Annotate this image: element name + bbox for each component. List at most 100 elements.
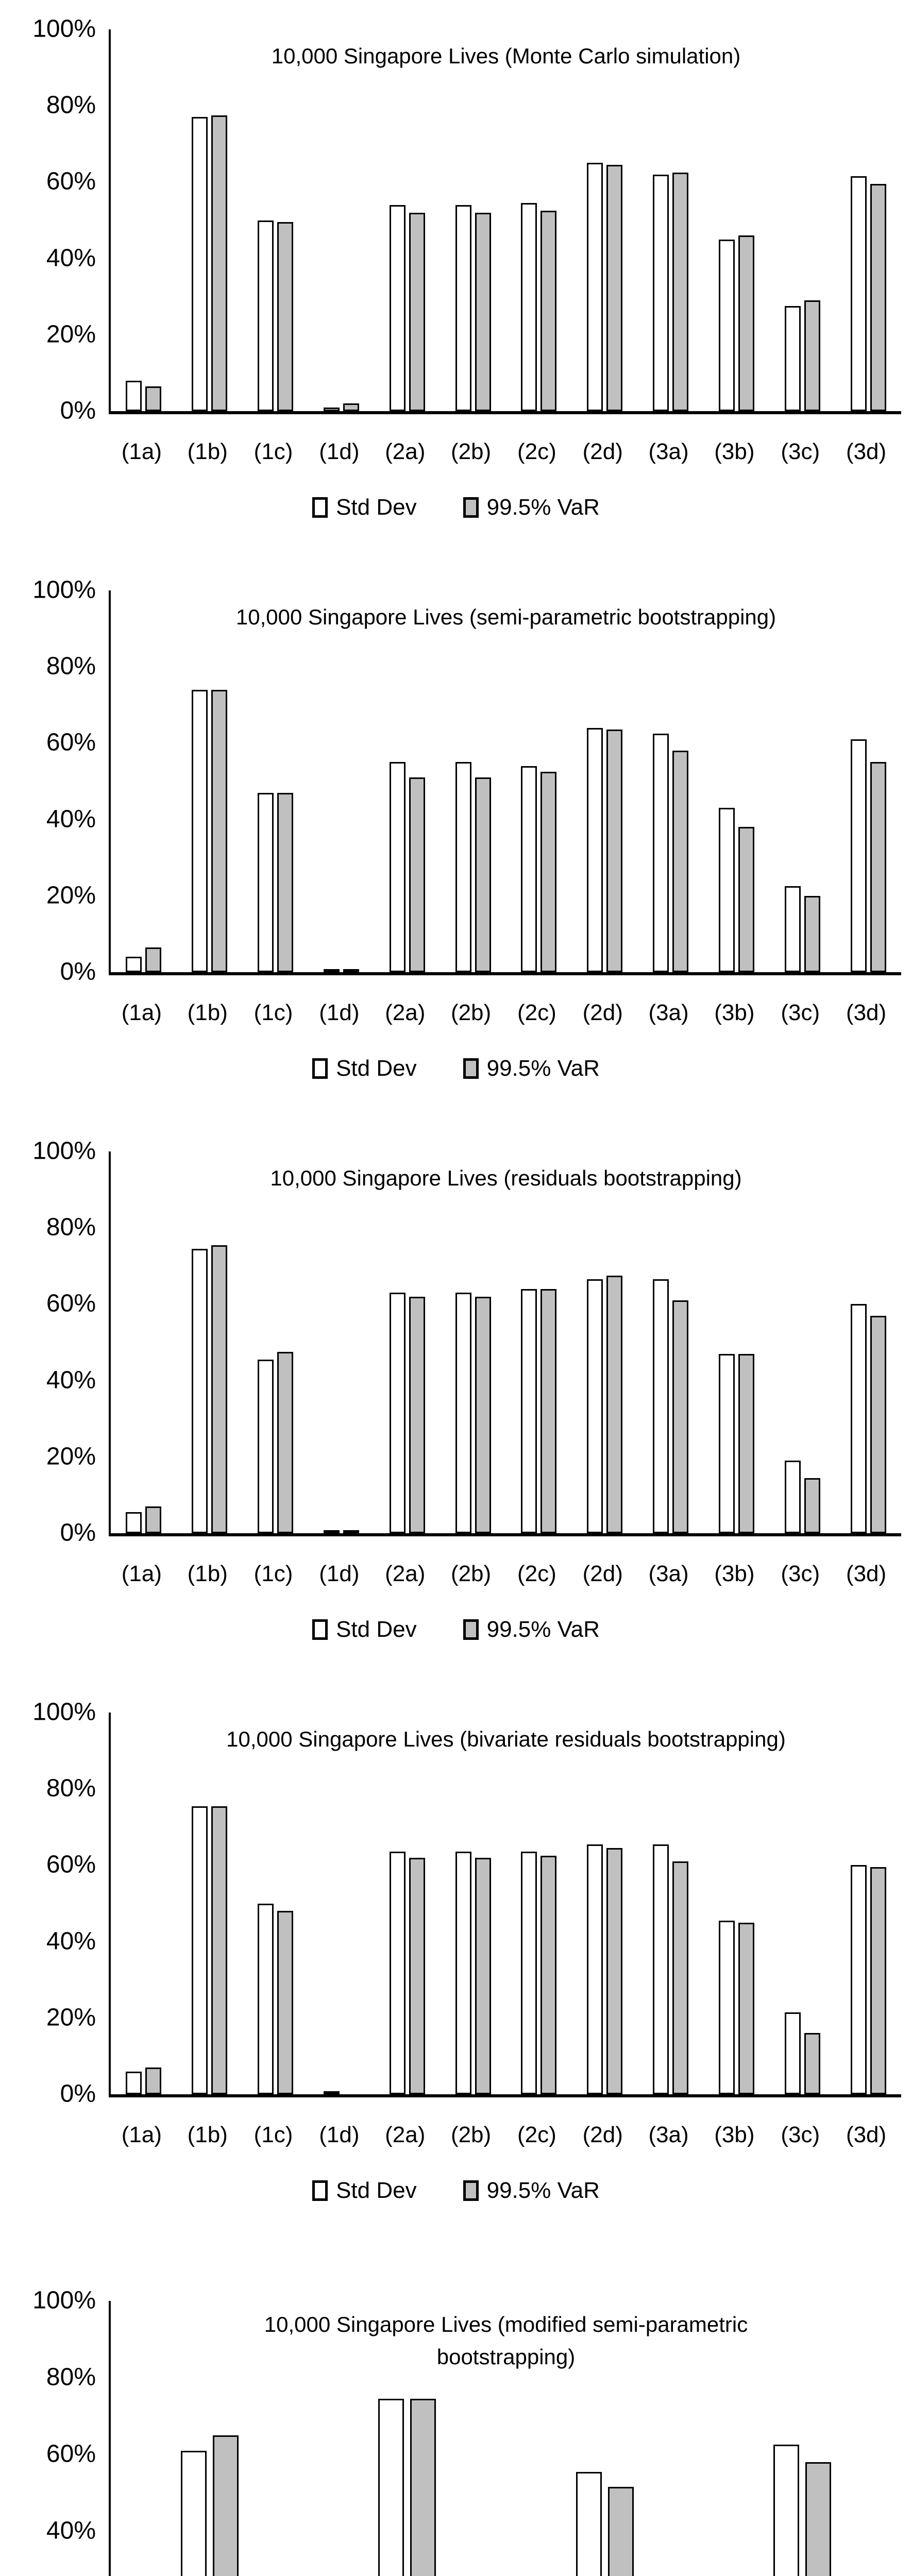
bar-std-dev	[653, 733, 669, 972]
bar-group-1a	[111, 947, 177, 972]
legend-item-std-dev: Std Dev	[312, 1056, 417, 1081]
x-axis-category-label: (3b)	[714, 1561, 755, 1586]
bar-group-3d	[835, 1304, 901, 1533]
x-axis-category-label: (1b)	[187, 1561, 228, 1586]
plot-area: 10,000 Singapore Lives (residuals bootst…	[109, 1151, 901, 1536]
bar-group-3b	[704, 235, 770, 411]
x-axis-category-label: (3a)	[648, 1561, 689, 1586]
bar-std-dev	[850, 1865, 867, 2094]
bar-group-2a	[374, 205, 440, 411]
legend-item-99-5-var: 99.5% VaR	[463, 2178, 600, 2204]
bar-std-dev	[389, 1852, 406, 2094]
x-axis-category-label: (2d)	[582, 439, 623, 464]
y-axis-tick-label: 40%	[46, 244, 96, 272]
x-axis-category-label: (3d)	[846, 439, 887, 464]
bar-group-3d	[835, 176, 901, 411]
x-axis-category-label: (2c)	[517, 1000, 556, 1025]
bar-99-5-var	[145, 2067, 162, 2094]
x-axis-category-label: (3a)	[648, 2122, 689, 2147]
bar-group-1b	[177, 115, 243, 411]
bar-group-1d	[309, 969, 375, 972]
bar-99-5-var	[870, 1315, 886, 1533]
bar-99-5-var	[343, 969, 359, 972]
bar-99-5-var	[804, 300, 820, 411]
bar-std-dev	[784, 1461, 801, 1533]
x-axis-category-label: (3a)	[648, 1000, 689, 1025]
bar-group-3d	[835, 1865, 901, 2094]
bar-group-3b	[704, 808, 770, 972]
bar-std-dev	[653, 1279, 669, 1533]
bar-group-1d	[309, 1530, 375, 1533]
bar-group-3b	[704, 1920, 770, 2094]
bar-99-5-var	[277, 1911, 294, 2094]
bar-99-5-var	[672, 751, 689, 972]
bar-99-5-var	[343, 1530, 359, 1533]
bar-group-3c	[769, 1461, 835, 1533]
x-axis-category-label: (3c)	[781, 439, 820, 464]
legend-item-std-dev: Std Dev	[312, 495, 417, 520]
bar-group-2a	[374, 1852, 440, 2094]
x-axis-category-label: (3c)	[781, 1561, 820, 1586]
bar-99-5-var	[211, 115, 228, 411]
bar-99-5-var	[607, 2487, 634, 2576]
y-axis-tick-label: 60%	[46, 1851, 96, 1878]
bar-group-2b	[440, 1852, 506, 2094]
x-axis-category-label: (3b)	[714, 439, 755, 464]
x-axis-category-label: (3d)	[846, 2122, 887, 2147]
bar-group-3a	[704, 2445, 902, 2576]
x-axis-category-label: (1b)	[187, 2122, 228, 2147]
bar-group-2d	[572, 163, 638, 411]
bar-std-dev	[389, 205, 406, 411]
bar-std-dev	[180, 2450, 207, 2576]
bar-std-dev	[718, 808, 735, 972]
plot-area: 10,000 Singapore Lives (semi-parametric …	[109, 590, 901, 975]
y-axis-tick-label: 80%	[46, 2363, 96, 2391]
x-axis-category-label: (2b)	[450, 1000, 492, 1025]
legend: Std Dev 99.5% VaR	[0, 1617, 912, 1642]
plot-area: 10,000 Singapore Lives (bivariate residu…	[109, 1713, 901, 2097]
bar-99-5-var	[672, 1300, 689, 1533]
x-axis-category-label: (2b)	[450, 2122, 492, 2147]
bars-layer	[111, 29, 901, 411]
legend-item-std-dev: Std Dev	[312, 1617, 417, 1642]
x-axis-category-label: (3c)	[781, 2122, 820, 2147]
y-axis-tick-label: 100%	[32, 576, 96, 604]
bar-std-dev	[258, 1903, 274, 2094]
x-axis-category-label: (2a)	[385, 1561, 426, 1586]
bar-group-3c	[769, 2012, 835, 2094]
bar-std-dev	[389, 1293, 406, 1533]
bar-std-dev	[587, 1279, 603, 1533]
bar-std-dev	[718, 1353, 735, 1533]
bar-group-1b	[177, 1806, 243, 2094]
x-axis-category-label: (1c)	[254, 1000, 293, 1025]
x-axis-category-label: (2a)	[385, 1000, 426, 1025]
bar-group-1d	[309, 2091, 375, 2094]
y-axis-tick-label: 40%	[46, 1366, 96, 1394]
bar-std-dev	[587, 727, 603, 972]
x-axis-category-label: (1a)	[121, 2122, 162, 2147]
bar-group-2b	[440, 762, 506, 972]
bar-group-1b	[177, 689, 243, 972]
bar-std-dev	[258, 792, 274, 972]
y-axis-tick-label: 80%	[46, 652, 96, 680]
bar-group-2d	[572, 727, 638, 972]
bar-99-5-var	[738, 1353, 754, 1533]
legend-label-99-5-var: 99.5% VaR	[486, 495, 600, 520]
bar-std-dev	[521, 203, 537, 411]
legend-item-99-5-var: 99.5% VaR	[463, 495, 600, 520]
bar-std-dev	[455, 762, 471, 972]
bar-99-5-var	[541, 1289, 557, 1533]
legend: Std Dev 99.5% VaR	[0, 1056, 912, 1081]
legend-swatch-99-5-var	[463, 1058, 479, 1079]
chart-title: 10,000 Singapore Lives (semi-parametric …	[235, 605, 776, 629]
x-axis-category-label: (3b)	[714, 1000, 755, 1025]
bar-group-3c	[769, 886, 835, 972]
bar-std-dev	[378, 2398, 404, 2576]
bar-std-dev	[653, 174, 669, 411]
bars-layer	[111, 590, 901, 972]
bar-group-2b	[440, 1293, 506, 1533]
chart-modified-semi-parametric-bootstrapping: 100%80%60%40%20%0% 10,000 Singapore Live…	[0, 2244, 912, 2576]
legend-label-99-5-var: 99.5% VaR	[486, 2178, 600, 2203]
legend-label-std-dev: Std Dev	[336, 1617, 417, 1642]
bar-std-dev	[773, 2445, 800, 2576]
